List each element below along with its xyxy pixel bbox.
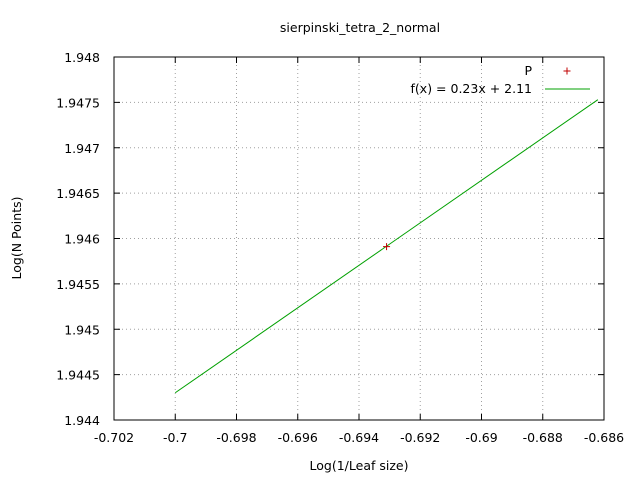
x-tick-label: -0.698 xyxy=(216,430,256,445)
y-axis-label: Log(N Points) xyxy=(9,197,24,280)
data-point xyxy=(383,243,391,251)
y-tick-label: 1.948 xyxy=(64,50,100,65)
grid xyxy=(114,57,604,420)
x-tick-label: -0.696 xyxy=(278,430,318,445)
x-tick-label: -0.686 xyxy=(584,430,624,445)
x-tick-label: -0.702 xyxy=(94,430,134,445)
y-tick-label: 1.944 xyxy=(64,413,100,428)
legend-label-fit: f(x) = 0.23x + 2.11 xyxy=(411,81,532,96)
legend: P f(x) = 0.23x + 2.11 xyxy=(411,63,590,96)
legend-marker-p xyxy=(563,67,571,75)
y-axis: 1.944 1.9445 1.945 1.9455 1.946 1.9465 1.947 1.… xyxy=(56,50,604,428)
x-axis: -0.702 -0.7 -0.698 -0.696 -0.694 -0.692 -0.69 -… xyxy=(94,57,624,445)
legend-plus xyxy=(563,67,571,75)
y-tick-label: 1.947 xyxy=(64,141,100,156)
series-layer xyxy=(174,99,599,394)
x-tick-label: -0.694 xyxy=(339,430,379,445)
y-tick-label: 1.9455 xyxy=(56,277,100,292)
x-axis-label: Log(1/Leaf size) xyxy=(310,458,409,473)
y-tick-label: 1.946 xyxy=(64,232,100,247)
x-tick-label: -0.69 xyxy=(465,430,497,445)
chart-title: sierpinski_tetra_2_normal xyxy=(280,20,440,35)
y-tick-label: 1.945 xyxy=(64,322,100,337)
x-tick-label: -0.692 xyxy=(400,430,440,445)
legend-label-p: P xyxy=(524,63,532,78)
x-tick-label: -0.688 xyxy=(523,430,563,445)
x-tick-label: -0.7 xyxy=(163,430,187,445)
y-tick-label: 1.9445 xyxy=(56,368,100,383)
y-tick-label: 1.9465 xyxy=(56,186,100,201)
y-tick-label: 1.9475 xyxy=(56,95,100,110)
